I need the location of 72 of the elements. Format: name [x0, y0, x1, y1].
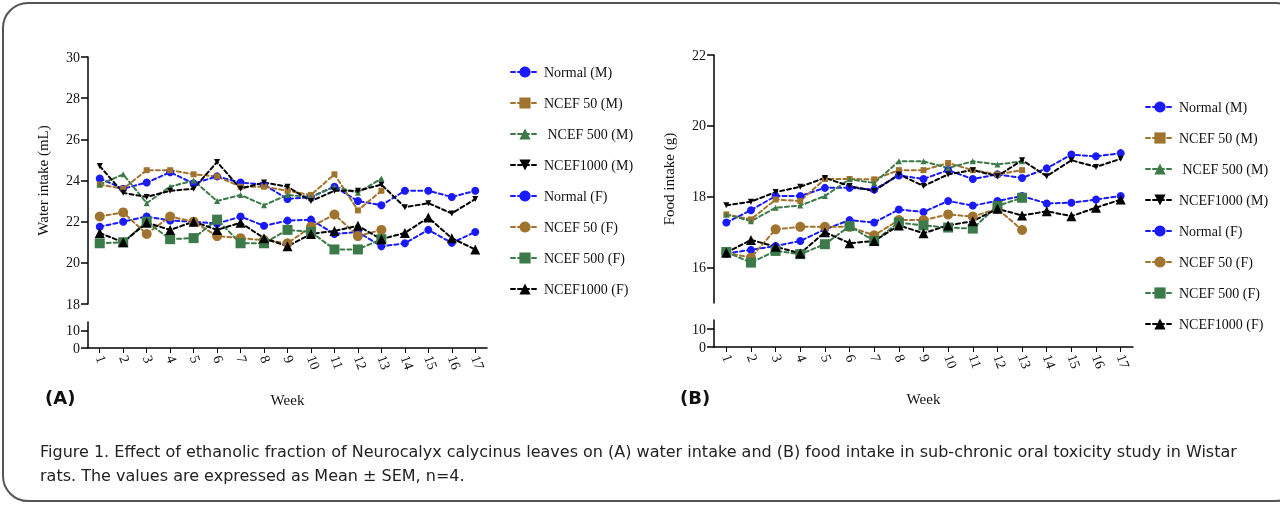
legend-label: Normal (F): [544, 188, 608, 205]
legend-label: NCEF 50 (M): [1179, 130, 1258, 147]
x-tick-label: 3: [768, 352, 786, 365]
y-tick-label: 18: [66, 296, 80, 312]
legend-label: NCEF1000 (M): [1179, 192, 1269, 209]
x-tick-label: 2: [116, 353, 133, 366]
y-tick-label: 10: [692, 321, 706, 337]
x-tick-label: 6: [842, 352, 859, 365]
x-tick-label: 2: [743, 352, 761, 365]
y-tick-label: 30: [66, 49, 80, 65]
y-tick-label: 22: [692, 47, 706, 63]
x-tick-label: 4: [793, 352, 810, 365]
x-tick-label: 17: [468, 353, 488, 372]
x-tick-label: 12: [350, 353, 370, 372]
y-tick-label: 24: [66, 173, 80, 188]
x-tick-label: 9: [916, 352, 933, 365]
x-tick-label: 5: [186, 353, 204, 366]
x-tick-label: 1: [719, 352, 736, 365]
y-tick-label: 20: [66, 255, 80, 271]
y-tick-label: 22: [66, 214, 80, 230]
legend-label: NCEF 500 (F): [1179, 285, 1261, 302]
x-tick-label: 1: [92, 353, 110, 366]
x-tick-label: 16: [1088, 352, 1108, 371]
caption: Figure 1. Effect of ethanolic fraction of Neurocalyx calycinus leaves on (A) water intake and (B) food intake in sub-chronic oral toxicity study in Wistar rats. The values are expressed as Mean ± SEM, n=4.: [40, 441, 1238, 487]
legend-label: NCEF 50 (M): [544, 95, 623, 112]
x-tick-label: 7: [867, 352, 884, 365]
y-tick-label: 20: [692, 118, 706, 134]
x-tick-label: 15: [1064, 352, 1084, 371]
text: (A): [45, 386, 76, 408]
y-tick-label: 18: [692, 189, 706, 205]
y-axis-title: Food intake (g): [660, 132, 678, 226]
legend-label: NCEF1000 (F): [1179, 316, 1264, 333]
x-tick-label: 7: [233, 353, 250, 366]
y-tick-label: 28: [66, 90, 80, 106]
legend-label: NCEF1000 (M): [544, 157, 634, 174]
x-tick-label: 11: [965, 352, 985, 371]
x-axis-title: Week: [906, 390, 941, 407]
y-tick-label: 10: [66, 323, 80, 339]
x-tick-label: 10: [941, 352, 960, 371]
legend-label: NCEF 500 (F): [544, 250, 626, 267]
y-axis-title: Water intake (mL): [34, 125, 52, 236]
x-tick-label: 8: [891, 352, 909, 365]
legend-label: NCEF 500 (M): [544, 126, 634, 143]
legend-label: Normal (F): [1179, 223, 1243, 240]
x-tick-label: 17: [1113, 352, 1133, 371]
text: (B): [680, 386, 711, 408]
x-tick-label: 5: [817, 352, 835, 365]
y-tick-label: 0: [699, 339, 706, 355]
y-tick-label: 26: [66, 131, 80, 147]
x-tick-label: 16: [444, 353, 464, 372]
x-tick-label: 6: [210, 353, 227, 366]
x-tick-label: 9: [280, 353, 297, 366]
x-tick-label: 14: [397, 353, 417, 372]
legend-label: NCEF 500 (M): [1179, 161, 1269, 178]
x-tick-label: 4: [163, 353, 180, 366]
legend-label: NCEF1000 (F): [544, 281, 629, 298]
y-tick-label: 0: [73, 340, 80, 356]
x-tick-label: 14: [1039, 352, 1059, 371]
x-tick-label: 13: [1015, 352, 1034, 371]
x-tick-label: 10: [303, 353, 323, 372]
legend-label: Normal (M): [1179, 99, 1248, 116]
legend-label: NCEF 50 (F): [544, 219, 619, 236]
x-tick-label: 15: [421, 353, 441, 372]
legend-label: Normal (M): [544, 64, 613, 81]
x-axis-title: Week: [270, 391, 305, 408]
x-tick-label: 11: [327, 353, 347, 372]
x-tick-label: 13: [374, 353, 394, 372]
y-tick-label: 16: [692, 260, 706, 276]
x-tick-label: 12: [990, 352, 1010, 371]
x-tick-label: 8: [256, 353, 274, 366]
legend-label: NCEF 50 (F): [1179, 254, 1254, 271]
x-tick-label: 3: [139, 353, 157, 366]
